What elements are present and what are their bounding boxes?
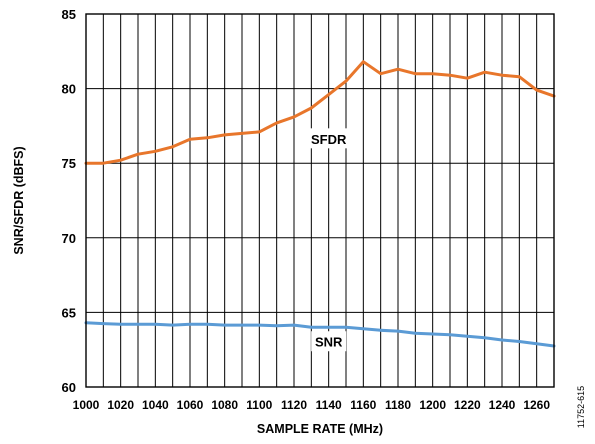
- tick-labels: 1000 1020 1040 1060 1080 1100 1120 1140 1160 1180…: [62, 7, 551, 412]
- series-lines: [84, 60, 556, 348]
- x-axis-title: SAMPLE RATE (MHz): [257, 422, 383, 436]
- plot-frame: [85, 13, 555, 388]
- x-tick-label: 1040: [142, 398, 169, 412]
- y-tick-label: 75: [62, 156, 76, 171]
- x-tick-label: 1000: [73, 398, 100, 412]
- x-tick-label: 1180: [385, 398, 411, 412]
- series-label-background: [306, 128, 351, 149]
- x-tick-label: 1160: [350, 398, 376, 412]
- x-tick-label: 1200: [419, 398, 446, 412]
- series-line-sfdr: [84, 60, 556, 165]
- series-labels: SFDR SNR: [306, 128, 351, 352]
- x-tick-label: 1220: [454, 398, 481, 412]
- x-tick-label: 1120: [281, 398, 307, 412]
- figure-id: 11752-615: [576, 386, 586, 428]
- x-tick-label: 1260: [523, 398, 550, 412]
- y-tick-label: 80: [62, 82, 76, 97]
- y-tick-label: 85: [62, 7, 76, 22]
- series-label-snr: SNR: [315, 335, 343, 350]
- x-tick-label: 1140: [316, 398, 342, 412]
- grid: [86, 14, 554, 387]
- x-tick-label: 1240: [489, 398, 516, 412]
- y-tick-label: 65: [62, 305, 76, 320]
- x-tick-label: 1100: [246, 398, 272, 412]
- y-tick-label: 70: [62, 231, 76, 246]
- series-line-snr: [84, 321, 556, 348]
- y-tick-label: 60: [62, 380, 76, 395]
- y-axis-title: SNR/SFDR (dBFS): [12, 146, 26, 254]
- x-tick-label: 1020: [107, 398, 134, 412]
- series-label-sfdr: SFDR: [311, 132, 347, 147]
- x-tick-label: 1080: [211, 398, 238, 412]
- series-label-background: [311, 331, 347, 352]
- x-tick-label: 1060: [177, 398, 204, 412]
